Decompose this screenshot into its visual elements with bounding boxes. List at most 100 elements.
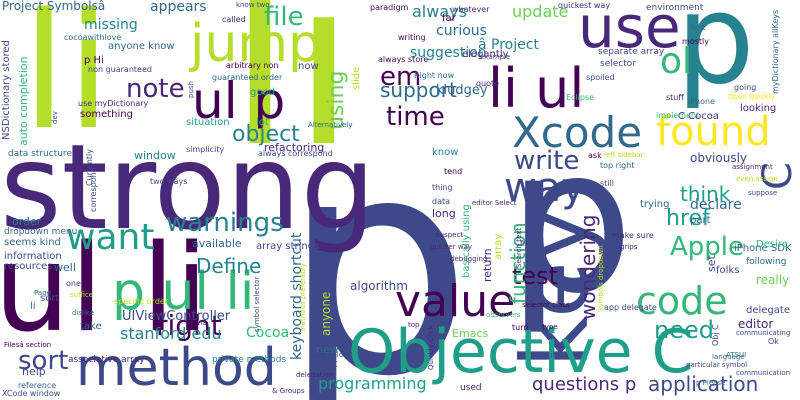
word: value <box>395 276 516 327</box>
word: Eclipse <box>566 93 595 102</box>
word: stuff <box>666 93 684 102</box>
word: curious <box>436 23 487 39</box>
word: code <box>636 279 728 323</box>
word: suggestion <box>410 45 487 61</box>
word: missing <box>84 17 138 33</box>
word: Vim <box>436 265 452 274</box>
word: dislike <box>72 309 95 317</box>
word: ul p <box>192 72 286 130</box>
word: elegantly <box>462 49 509 60</box>
word: stanford edu <box>120 324 222 343</box>
word: p Hi <box>84 55 104 66</box>
word: data <box>432 197 451 206</box>
word: questions p <box>532 374 637 395</box>
word: iPhone SDK <box>734 243 792 254</box>
word: language <box>712 353 745 361</box>
word: Quickly Click <box>427 325 435 370</box>
word: sort <box>18 346 69 376</box>
word: lot <box>256 117 269 128</box>
word: li <box>228 0 356 198</box>
word: available <box>192 237 242 250</box>
word: top right <box>600 161 635 170</box>
word: window <box>134 149 176 162</box>
word: editor <box>738 317 774 331</box>
word: update <box>512 2 569 21</box>
word: want <box>66 217 155 258</box>
word: think <box>680 182 731 206</box>
word: particular symbol <box>686 361 748 369</box>
word: separate array <box>598 47 665 57</box>
word: note <box>126 74 185 104</box>
word: good <box>250 87 275 98</box>
word: test <box>512 262 559 290</box>
word: new <box>316 343 339 356</box>
word: dev <box>51 111 59 124</box>
word: Filesâ section <box>4 341 52 349</box>
word: situation <box>186 117 230 128</box>
word: called <box>222 15 246 24</box>
word: editor Select <box>472 199 517 207</box>
word: part <box>690 215 711 226</box>
word: anyone <box>319 291 333 336</box>
word: delegate <box>746 305 790 316</box>
word: Define <box>196 254 262 278</box>
word: something <box>80 109 133 120</box>
word: method <box>76 338 277 398</box>
word: reference <box>18 381 57 390</box>
word: Objective C <box>348 317 694 387</box>
word: far <box>442 13 456 24</box>
word: anyone know <box>108 41 175 52</box>
word: array strings <box>256 241 320 252</box>
word: way <box>504 165 585 211</box>
word: Apple <box>670 232 745 262</box>
word: myDictionary allKeys <box>771 9 780 94</box>
word: push <box>187 81 195 98</box>
word: though <box>532 351 557 359</box>
word: right <box>156 309 222 342</box>
word: use myDictionary <box>78 99 149 108</box>
word: p ul li <box>112 262 255 322</box>
word: write <box>514 146 580 176</box>
word: p <box>507 105 634 338</box>
word: C Cocoa <box>678 111 720 122</box>
word: turn <box>512 323 529 332</box>
word: non guaranteed <box>88 65 152 74</box>
word: delegation <box>296 371 334 379</box>
word: Page <box>34 289 51 297</box>
word: quote <box>476 79 500 88</box>
word: file <box>264 2 304 32</box>
word: refactoring <box>264 141 325 154</box>
word: strong <box>0 118 376 256</box>
word: order <box>12 215 42 228</box>
word: em <box>380 62 422 92</box>
word: XCode window <box>2 389 61 398</box>
word: implement <box>656 111 700 120</box>
word: observers <box>486 311 521 319</box>
word: Project Symbolsâ <box>2 0 106 13</box>
word: even assign <box>736 175 778 183</box>
word: assignment <box>732 163 773 171</box>
word: suspect <box>436 231 464 239</box>
word: data structure <box>8 149 72 159</box>
word: whatever <box>452 5 490 14</box>
word: trying <box>640 199 670 210</box>
word: well <box>54 261 76 274</box>
word: Desire <box>756 239 788 250</box>
word: Emacs <box>452 327 489 340</box>
word: object <box>232 122 300 147</box>
word: thing <box>432 183 453 192</box>
word: always <box>412 2 467 21</box>
word: paradigm <box>370 3 409 12</box>
word: cocoawithlove <box>64 33 122 42</box>
word: following <box>746 257 787 267</box>
word: Search text <box>515 227 523 268</box>
word: algorithm <box>350 279 408 293</box>
word: found <box>656 109 771 155</box>
word: declare <box>690 197 742 213</box>
word: take <box>80 321 102 332</box>
word: time <box>386 102 445 132</box>
word: used <box>460 383 482 393</box>
word: ul li <box>0 220 209 359</box>
word: ol <box>660 41 693 82</box>
